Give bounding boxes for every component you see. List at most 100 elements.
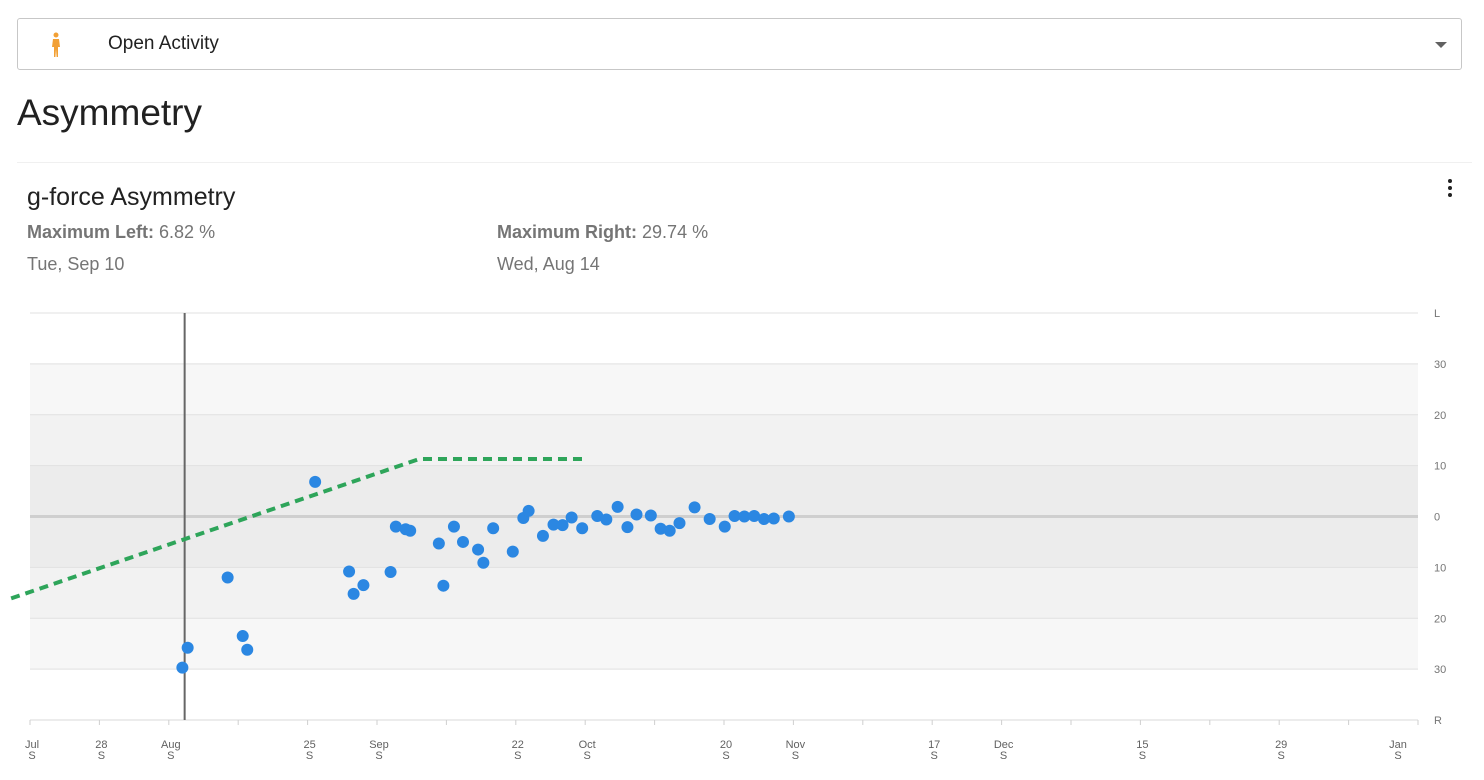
data-point — [241, 643, 254, 656]
data-point — [630, 508, 643, 521]
y-tick-label: 10 — [1434, 461, 1446, 473]
data-point — [389, 520, 402, 533]
max-left-value: 6.82 % — [159, 222, 216, 242]
data-point — [663, 524, 676, 537]
y-tick-label: 30 — [1434, 359, 1446, 371]
x-tick-sublabel: S — [792, 750, 799, 762]
x-tick-sublabel: S — [584, 750, 591, 762]
data-point — [611, 500, 624, 513]
y-tick-label: L — [1434, 308, 1440, 320]
x-tick-label: Oct — [579, 739, 596, 751]
data-point — [309, 475, 322, 488]
data-point — [522, 504, 535, 517]
data-point — [404, 524, 417, 537]
data-point — [221, 571, 234, 584]
x-tick-sublabel: S — [931, 750, 938, 762]
chart-band — [30, 465, 1418, 517]
x-tick-label: 17 — [928, 739, 940, 751]
x-tick-sublabel: S — [375, 750, 382, 762]
data-point — [621, 521, 634, 534]
data-point — [576, 522, 589, 535]
y-tick-label: 10 — [1434, 562, 1446, 574]
data-point — [718, 520, 731, 533]
data-point — [757, 513, 770, 526]
x-tick-sublabel: S — [167, 750, 174, 762]
max-right-date: Wed, Aug 14 — [497, 254, 600, 274]
chart-band — [30, 669, 1418, 720]
card-divider — [17, 162, 1472, 163]
y-tick-label: 20 — [1434, 613, 1446, 625]
data-point — [654, 522, 667, 535]
x-tick-label: 20 — [720, 739, 732, 751]
x-tick-label: 29 — [1275, 739, 1287, 751]
x-tick-sublabel: S — [1139, 750, 1146, 762]
data-point — [600, 513, 613, 526]
data-point — [472, 543, 485, 556]
data-point — [565, 511, 578, 524]
data-point — [432, 537, 445, 550]
y-tick-label: R — [1434, 715, 1442, 727]
data-point — [728, 509, 741, 522]
x-tick-sublabel: S — [1278, 750, 1285, 762]
x-tick-label: Jan — [1389, 739, 1407, 751]
data-point — [767, 512, 780, 525]
data-point — [347, 587, 360, 600]
x-tick-label: 28 — [95, 739, 107, 751]
chart-band — [30, 618, 1418, 670]
data-point — [357, 579, 370, 592]
x-tick-label: 25 — [303, 739, 315, 751]
x-tick-sublabel: S — [1394, 750, 1401, 762]
x-tick-sublabel: S — [306, 750, 313, 762]
data-point — [748, 509, 761, 522]
max-left-date: Tue, Sep 10 — [27, 254, 125, 274]
chart-band — [30, 363, 1418, 415]
x-tick-label: 22 — [512, 739, 524, 751]
data-point — [688, 501, 701, 514]
data-point — [437, 579, 450, 592]
data-point — [176, 661, 189, 674]
max-left-stat: Maximum Left: 6.82 % — [27, 222, 215, 243]
data-point — [556, 519, 569, 532]
page-title: Asymmetry — [17, 92, 202, 133]
data-point — [181, 641, 194, 654]
data-point — [487, 522, 500, 535]
person-figure-icon — [52, 32, 60, 57]
data-point — [703, 513, 716, 526]
x-tick-sublabel: S — [28, 750, 35, 762]
max-right-label: Maximum Right: — [497, 222, 638, 242]
max-left-label: Maximum Left: — [27, 222, 155, 242]
data-point — [673, 517, 686, 530]
y-tick-label: 30 — [1434, 664, 1446, 676]
data-point — [236, 630, 249, 643]
data-point — [343, 565, 356, 578]
selected-activity-label: Open Activity — [108, 33, 219, 54]
chart-band — [30, 567, 1418, 619]
y-tick-label: 20 — [1434, 410, 1446, 422]
x-tick-sublabel: S — [1000, 750, 1007, 762]
y-tick-label: 0 — [1434, 512, 1440, 524]
more-vert-icon[interactable] — [1445, 178, 1455, 200]
x-tick-label: 15 — [1136, 739, 1148, 751]
x-tick-label: Nov — [786, 739, 806, 751]
activity-select[interactable]: Open Activity — [17, 18, 1462, 70]
data-point — [536, 529, 549, 542]
data-point — [447, 520, 460, 533]
data-point — [782, 510, 795, 523]
max-right-stat: Maximum Right: 29.74 % — [497, 222, 708, 243]
max-right-value: 29.74 % — [642, 222, 709, 242]
chart-band — [30, 313, 1418, 364]
x-tick-sublabel: S — [98, 750, 105, 762]
trend-line — [10, 457, 588, 601]
data-point — [738, 510, 751, 523]
dropdown-caret-icon[interactable] — [1435, 42, 1447, 48]
card-title: g-force Asymmetry — [27, 183, 236, 211]
data-point — [644, 509, 657, 522]
x-tick-label: Aug — [161, 739, 181, 751]
data-point — [456, 535, 469, 548]
data-point — [591, 509, 604, 522]
data-point — [384, 565, 397, 578]
x-tick-label: Dec — [994, 739, 1014, 751]
x-tick-sublabel: S — [722, 750, 729, 762]
asymmetry-chart[interactable]: L3020100102030RJulS28SAugS25SSepS22SOctS… — [0, 300, 1484, 780]
data-point — [547, 518, 560, 531]
